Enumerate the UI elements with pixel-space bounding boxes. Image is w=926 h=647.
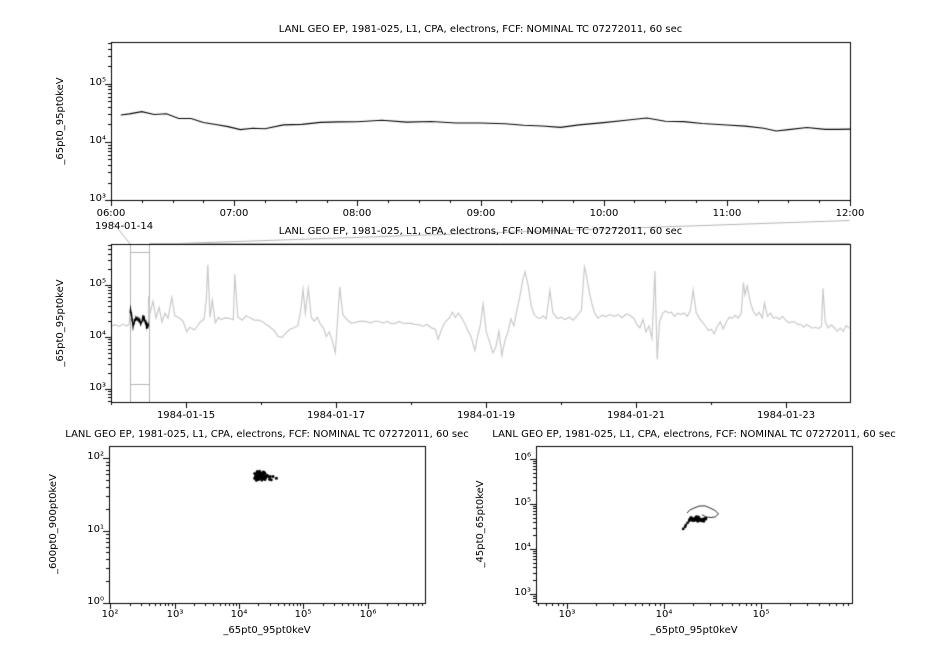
date-tick-label: 1984-01-19	[456, 410, 516, 421]
y-tick-label: 10⁰	[87, 596, 104, 607]
y-tick-label: 10⁴	[514, 542, 531, 553]
x-tick-label: 10⁵	[294, 609, 312, 620]
y-tick-label: 10²	[87, 451, 104, 462]
scatter-right-xlabel: _65pt0_95pt0keV	[650, 625, 738, 636]
y-tick-label: 10¹	[87, 524, 104, 535]
x-tick-label: 10³	[166, 609, 184, 620]
date-tick-label: 1984-01-17	[306, 410, 366, 421]
top-plot-title: LANL GEO EP, 1981-025, L1, CPA, electron…	[278, 24, 683, 35]
scatter-right-title: LANL GEO EP, 1981-025, L1, CPA, electron…	[492, 429, 896, 440]
time-tick-label: 08:00	[342, 208, 372, 219]
x-tick-label: 10³	[558, 609, 576, 620]
scatter-left-xlabel: _65pt0_95pt0keV	[223, 625, 311, 636]
y-tick-label: 10³	[514, 587, 531, 598]
y-tick-label: 10⁵	[89, 77, 106, 88]
y-tick-label: 10³	[89, 382, 106, 393]
x-tick-label: 10⁴	[230, 609, 248, 620]
time-tick-label: 10:00	[589, 208, 619, 219]
y-tick-label: 10⁶	[514, 452, 531, 463]
time-tick-label: 09:00	[466, 208, 496, 219]
x-tick-label: 10⁴	[655, 609, 673, 620]
x-tick-label: 10⁶	[359, 609, 377, 620]
y-tick-label: 10⁴	[89, 330, 106, 341]
time-tick-label: 06:00	[96, 208, 126, 219]
scatter-left-title: LANL GEO EP, 1981-025, L1, CPA, electron…	[65, 429, 469, 440]
scatter-left-ylabel: _600pt0_900pt0keV	[48, 474, 59, 574]
overview-plot-title: LANL GEO EP, 1981-025, L1, CPA, electron…	[278, 226, 683, 237]
x-tick-label: 10⁵	[752, 609, 770, 620]
x-tick-label: 10²	[101, 609, 119, 620]
time-tick-label: 11:00	[712, 208, 742, 219]
y-tick-label: 10³	[89, 193, 106, 204]
overview-plot-ylabel: _65pt0_95pt0keV	[55, 279, 66, 367]
date-tick-label: 1984-01-15	[156, 410, 216, 421]
date-tick-label: 1984-01-23	[756, 410, 816, 421]
y-tick-label: 10⁴	[89, 135, 106, 146]
scatter-right-ylabel: _45pt0_65pt0keV	[475, 480, 486, 568]
time-tick-label: 12:00	[835, 208, 865, 219]
y-tick-label: 10⁵	[514, 497, 531, 508]
date-tick-label: 1984-01-21	[606, 410, 666, 421]
top-plot-date-label: 1984-01-14	[95, 221, 154, 232]
time-tick-label: 07:00	[219, 208, 249, 219]
top-plot-ylabel: _65pt0_95pt0keV	[55, 77, 66, 165]
y-tick-label: 10⁵	[89, 278, 106, 289]
